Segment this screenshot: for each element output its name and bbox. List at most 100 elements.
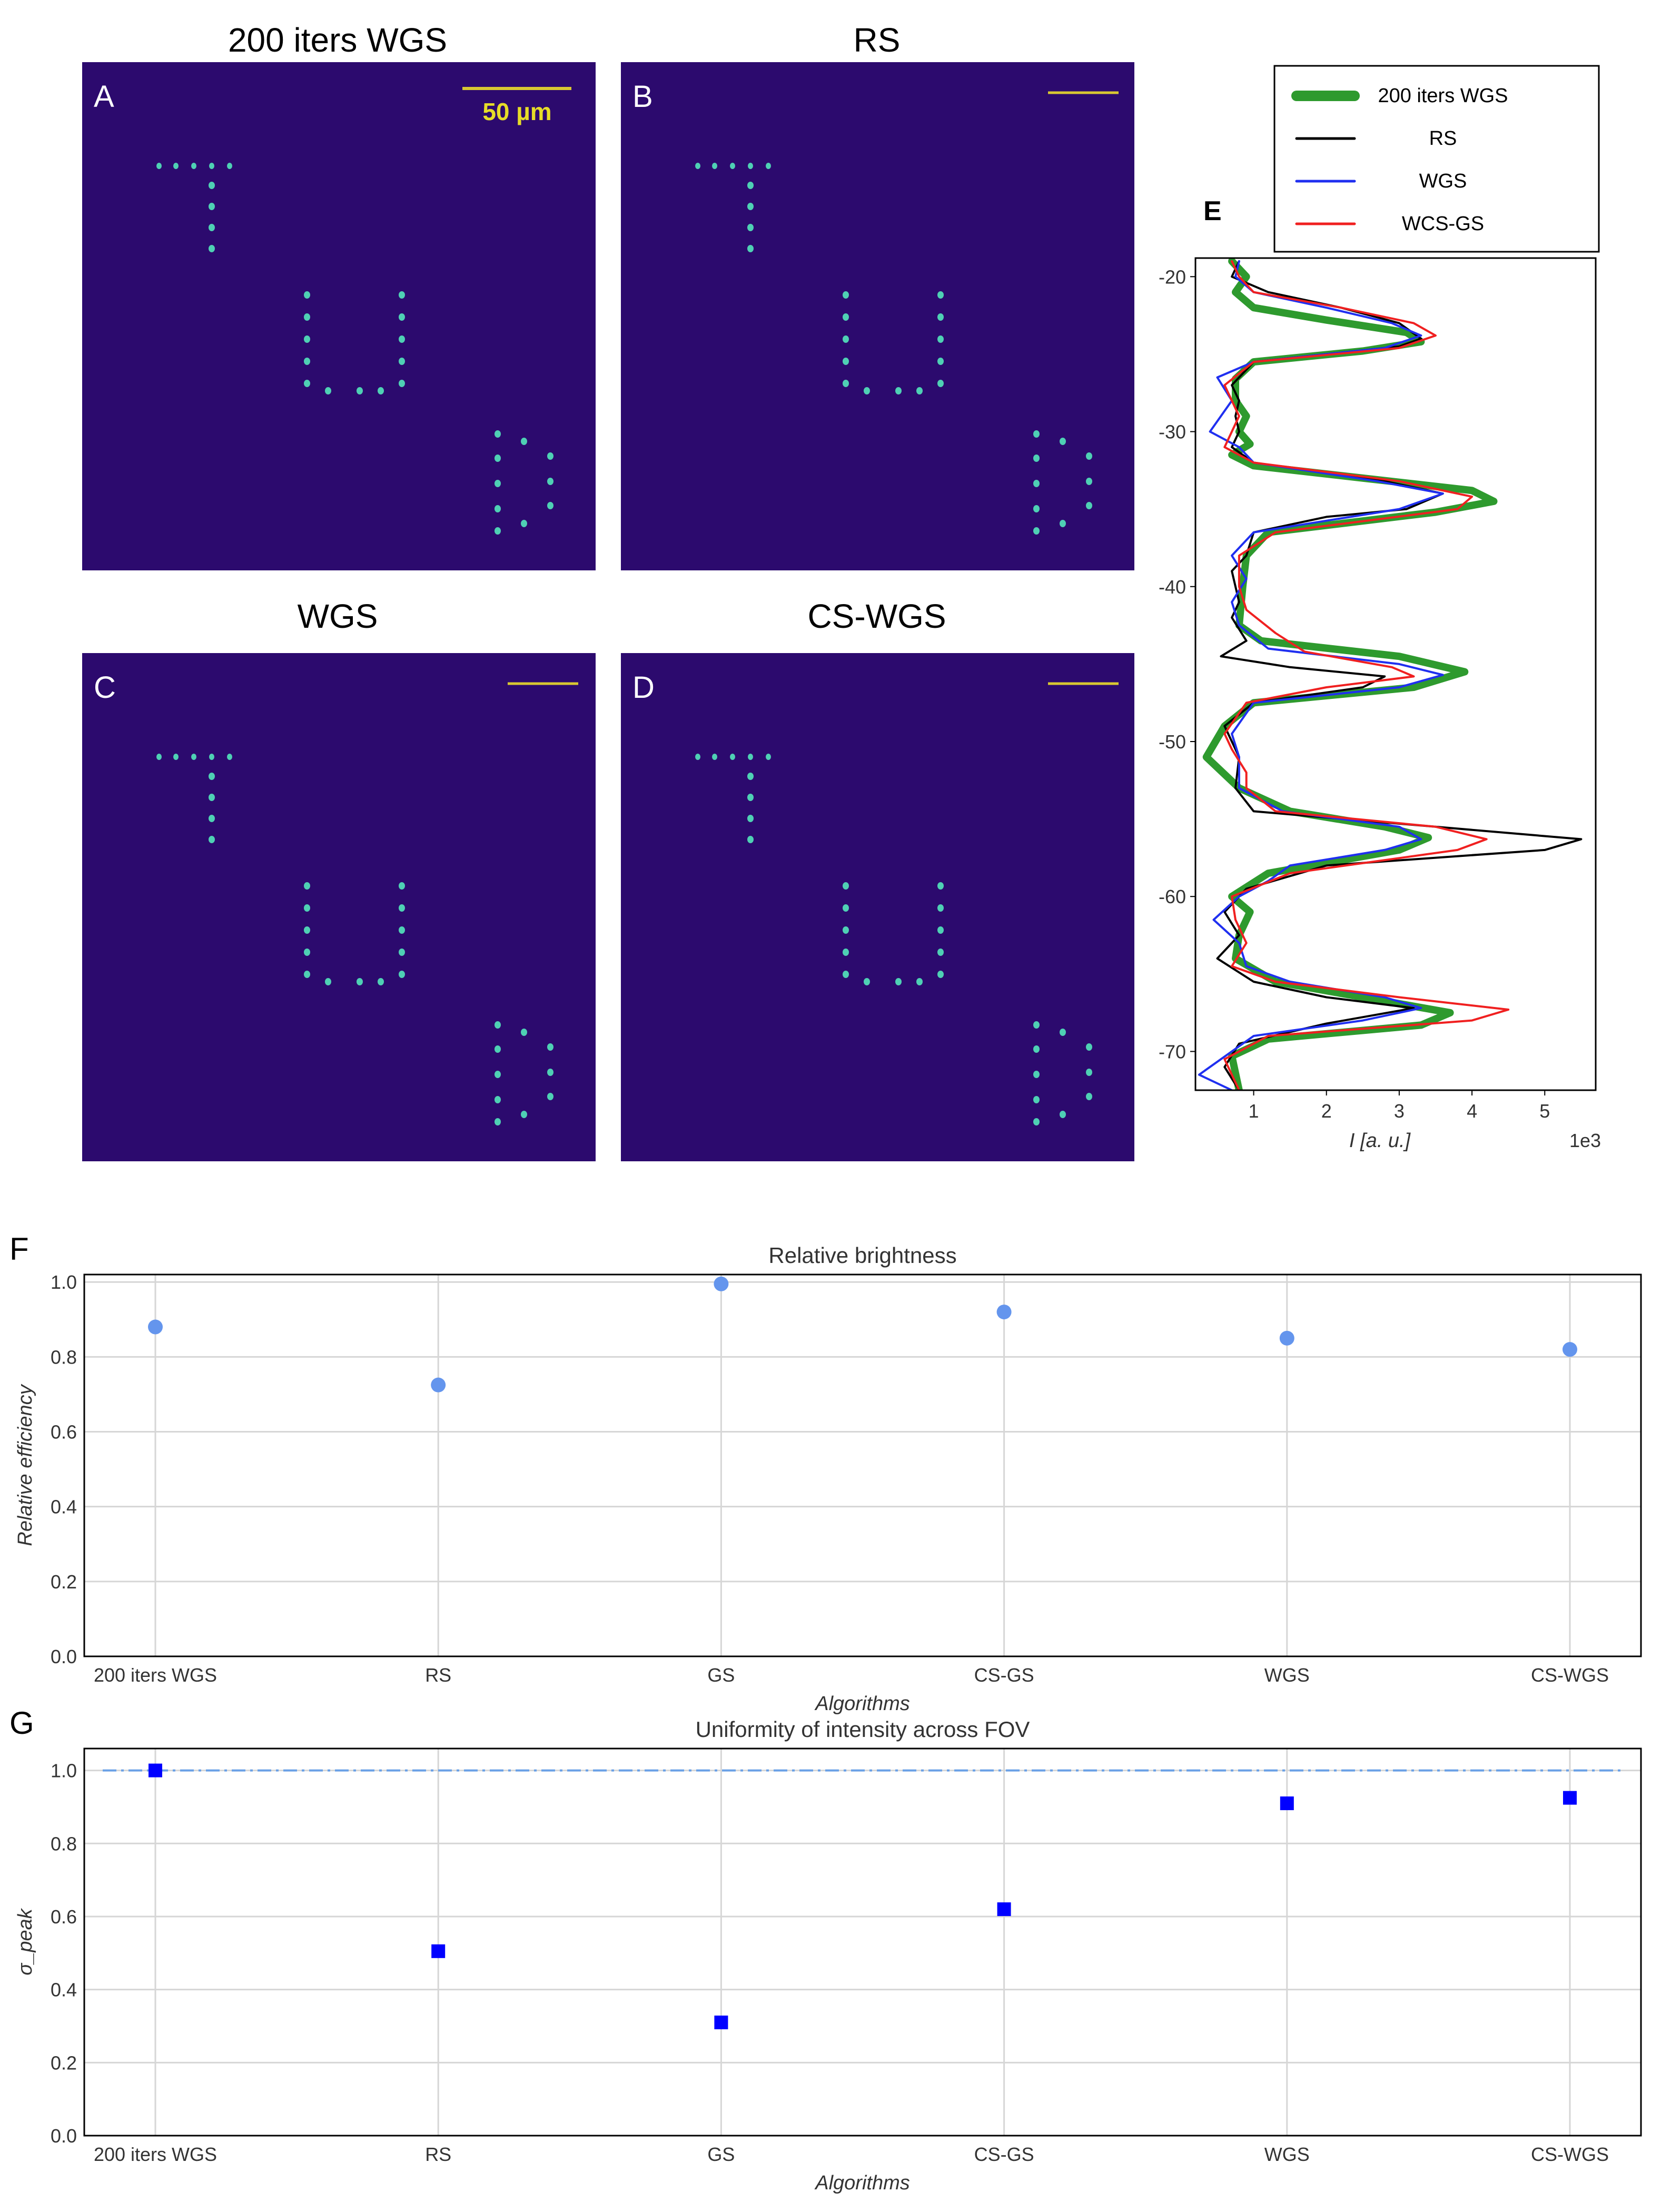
data-point [714,2016,728,2030]
diffraction-spot [937,971,944,978]
image-a-background [82,62,596,570]
diffraction-spot [156,163,162,169]
diffraction-spot [209,245,215,252]
diffraction-spot [209,773,215,780]
y-tick-label: -60 [1159,886,1186,907]
diffraction-spot [843,380,849,387]
diffraction-spot [399,291,405,299]
x-tick-label: GS [707,2144,735,2165]
x-tick-label: RS [425,1664,451,1686]
y-tick-label: -40 [1159,576,1186,598]
diffraction-spot [209,203,215,210]
chart-title: Relative brightness [768,1243,956,1268]
diffraction-spot [547,1093,553,1100]
data-point [997,1902,1011,1917]
data-point [149,1763,162,1777]
diffraction-spot [864,387,870,394]
panel-a-title: 200 iters WGS [228,21,447,59]
diffraction-spot [495,1096,501,1103]
diffraction-spot [748,754,753,760]
microscopy-image-d: D [621,653,1134,1161]
data-point [714,1276,729,1291]
diffraction-spot [843,313,849,321]
diffraction-spot [843,926,849,934]
relative-brightness-chart: 0.0 0.2 0.4 0.6 0.8 1.0 200 iters WGS RS GS CS-GS… [9,1231,1642,1715]
y-tick-label: 1.0 [51,1760,77,1782]
legend-label: 200 iters WGS [1378,85,1508,107]
diffraction-spot [495,527,501,535]
diffraction-spot [304,291,310,299]
data-point [148,1319,163,1335]
diffraction-spot [191,163,196,169]
diffraction-spot [521,520,527,527]
diffraction-spot [747,794,754,801]
diffraction-spot [1033,1096,1040,1103]
diffraction-spot [495,1021,501,1029]
diffraction-spot [495,455,501,462]
diffraction-spot [399,313,405,321]
y-tick-label: 0.2 [51,2052,77,2073]
diffraction-spot [173,163,179,169]
diffraction-spot [209,754,214,760]
y-tick-label: -20 [1159,266,1186,288]
diffraction-spot [1033,480,1040,487]
diffraction-spot [173,754,179,760]
x-tick-label: WGS [1264,2144,1310,2165]
panel-a-letter: A [94,80,114,114]
diffraction-spot [227,163,232,169]
diffraction-spot [304,971,310,978]
diffraction-spot [843,358,849,365]
y-tick-label: 0.6 [51,1906,77,1928]
diffraction-spot [495,430,501,438]
panel-letter: F [9,1231,29,1267]
line-profile-chart: -20 -30 -40 -50 -60 -70 1 2 3 4 5 I [a. u.] 1e3 E 200 … [1159,65,1601,1152]
diffraction-spot [895,978,902,985]
diffraction-spot [521,1111,527,1118]
spot-pattern-d [695,754,1092,1125]
diffraction-spot [495,1118,501,1125]
diffraction-spot [304,313,310,321]
diffraction-spot [695,163,700,169]
diffraction-spot [325,978,331,985]
diffraction-spot [843,971,849,978]
x-tick-label: 5 [1539,1100,1550,1122]
diffraction-spot [916,978,923,985]
legend-label: WGS [1419,170,1467,192]
x-tick-label: 1 [1249,1100,1259,1122]
diffraction-spot [1033,527,1040,535]
y-tick-label: 0.0 [51,1646,77,1667]
scale-bar-label: 50 µm [482,98,551,125]
diffraction-spot [916,387,923,394]
diffraction-spot [399,949,405,956]
chart-e-series-layer [1198,258,1583,1090]
x-tick-label: 2 [1321,1100,1332,1122]
diffraction-spot [1086,502,1092,509]
y-tick-label: 0.4 [51,1496,77,1518]
series-line-wcs-gs [1223,260,1510,1090]
panel-d-title: CS-WGS [807,597,946,635]
uniformity-chart: 0.0 0.2 0.4 0.6 0.8 1.0 200 iters WGS RS GS CS-GS… [9,1705,1642,2194]
microscopy-image-b: B [621,62,1134,570]
diffraction-spot [1060,1029,1066,1036]
diffraction-spot [521,438,527,445]
y-tick-label: 1.0 [51,1271,77,1293]
panel-b-title: RS [854,21,901,59]
diffraction-spot [937,291,944,299]
diffraction-spot [399,882,405,890]
diffraction-spot [1033,1045,1040,1053]
diffraction-spot [937,882,944,890]
diffraction-spot [378,387,384,394]
chart-e-multiplier: 1e3 [1569,1130,1601,1151]
diffraction-spot [747,182,754,189]
panel-b-letter: B [632,80,653,114]
diffraction-spot [495,1045,501,1053]
data-point [1280,1796,1294,1811]
x-tick-label: CS-WGS [1531,1664,1609,1686]
data-point [1563,1342,1577,1357]
microscopy-image-a: A 50 µm [82,62,596,570]
diffraction-spot [843,949,849,956]
y-tick-label: 0.8 [51,1346,77,1368]
image-c-background [82,653,596,1161]
diffraction-spot [378,978,384,985]
diffraction-spot [712,163,717,169]
